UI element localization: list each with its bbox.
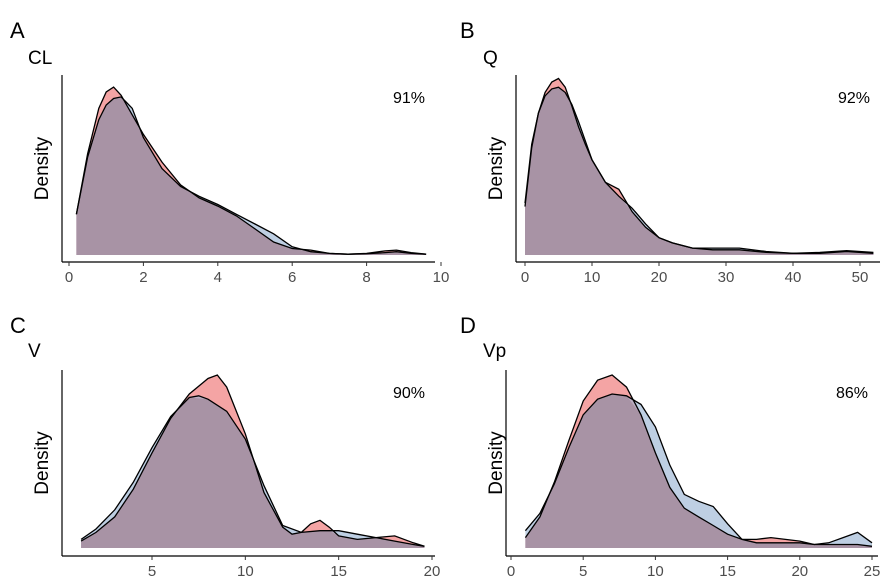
density-overlap	[525, 394, 872, 548]
density-line-2	[524, 86, 874, 254]
panel-title: V	[28, 341, 41, 362]
coverage-annotation: 90%	[393, 385, 425, 402]
panel-b: 0 10 20 30 40 50 BQ 92% Density	[460, 18, 880, 286]
x-tick-label: 2	[139, 269, 147, 286]
y-axis-label: Density	[32, 136, 53, 200]
density-line-2	[75, 96, 427, 255]
x-tick-label: 5	[148, 563, 156, 580]
panel-c: 5 10 15 20 CV 90% Density	[10, 313, 440, 580]
x-tick-label: 40	[785, 269, 802, 286]
x-tick-label: 20	[651, 269, 668, 286]
x-tick-label: 15	[330, 563, 347, 580]
x-tick-label: 15	[719, 563, 736, 580]
coverage-annotation: 86%	[836, 385, 868, 402]
x-tick-label: 20	[424, 563, 441, 580]
panel-d: 0 5 10 15 20 25 D Vp 86% Density	[460, 313, 880, 580]
panel-a: 0 2 4 6 8 10 ACL 91% Density	[10, 18, 449, 286]
coverage-annotation: 92%	[838, 90, 870, 107]
x-tick-label: 10	[584, 269, 601, 286]
x-tick-label: 25	[864, 563, 881, 580]
x-tick-label: 10	[647, 563, 664, 580]
x-tick-label: 10	[237, 563, 254, 580]
x-tick-label: 8	[362, 269, 370, 286]
density-overlap	[81, 397, 425, 548]
panel-label: D	[460, 313, 476, 338]
x-tick-label: 10	[433, 269, 450, 286]
x-tick-label: 50	[852, 269, 869, 286]
panel-title: Q	[483, 48, 498, 69]
density-overlap	[76, 96, 427, 256]
x-tick-label: 20	[791, 563, 808, 580]
panel-label: A	[10, 18, 25, 43]
x-tick-label: 4	[214, 269, 222, 286]
density-line-1	[524, 77, 874, 254]
y-axis-label: Density	[486, 136, 507, 200]
x-tick-label: 0	[521, 269, 529, 286]
x-tick-label: 30	[718, 269, 735, 286]
density-line-1	[80, 374, 425, 547]
x-tick-label: 0	[507, 563, 515, 580]
coverage-annotation: 91%	[393, 90, 425, 107]
panel-label: B	[460, 18, 475, 43]
x-tick-label: 5	[579, 563, 587, 580]
y-axis-label: Density	[486, 431, 507, 495]
x-tick-label: 0	[65, 269, 73, 286]
x-tick-label: 6	[288, 269, 296, 286]
density-overlap	[525, 87, 874, 255]
density-line-2	[80, 395, 425, 547]
panel-title: Vp	[483, 341, 506, 362]
panel-title: CL	[28, 48, 52, 69]
panel-label: C	[10, 313, 26, 338]
density-line-2	[524, 393, 873, 546]
y-axis-label: Density	[32, 431, 53, 495]
